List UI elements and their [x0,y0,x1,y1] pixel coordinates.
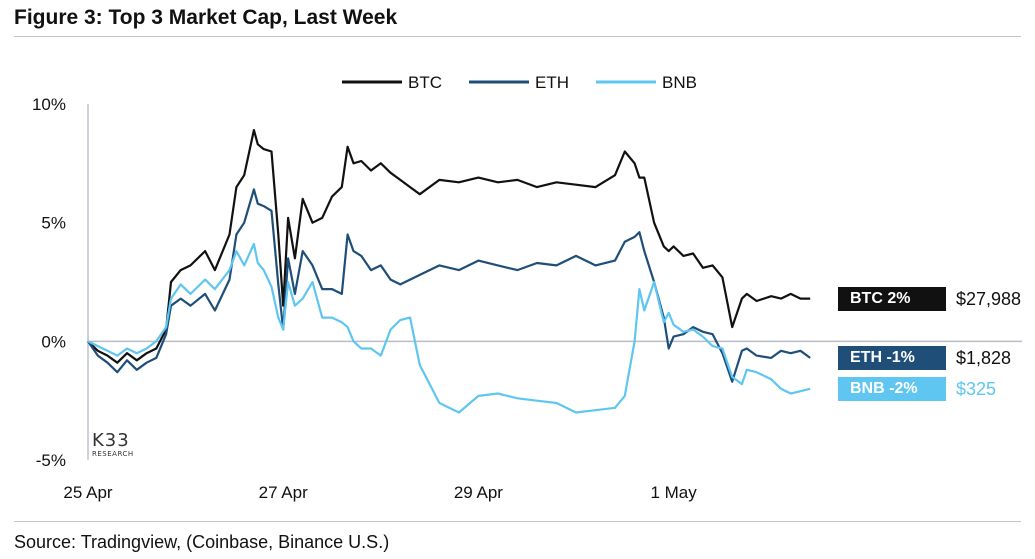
eth-change-badge: ETH -1% [838,346,946,370]
bnb-price-label: $325 [956,379,997,399]
logo-main-text: K33 [92,430,130,451]
series-line-bnb [87,242,811,414]
y-tick-label: -5% [36,451,66,470]
figure-title: Figure 3: Top 3 Market Cap, Last Week [14,6,398,29]
eth-price-label: $1,828 [956,348,1012,368]
btc-change-badge: BTC 2% [838,287,946,311]
btc-price-label: $27,988 [956,289,1022,309]
legend-label-eth: ETH [535,73,569,92]
series-line-btc [87,129,811,364]
logo-sub-text: RESEARCH [92,450,134,458]
chart-legend: BTC ETH BNB [342,73,697,92]
legend-label-bnb: BNB [662,73,697,92]
chart-axes: 10% 5% 0% -5% 25 Apr 27 Apr 29 Apr 1 May [32,95,1022,502]
x-tick-label: 25 Apr [63,483,112,502]
source-divider [14,521,1021,522]
x-tick-label: 29 Apr [454,483,503,502]
source-note: Source: Tradingview, (Coinbase, Binance … [14,532,390,552]
y-tick-label: 10% [32,95,66,114]
series-line-eth [87,188,811,383]
chart-series [87,129,811,414]
title-divider [14,36,1021,37]
k33-logo: K33 RESEARCH [92,430,134,459]
bnb-change-badge: BNB -2% [838,377,946,401]
legend-label-btc: BTC [408,73,442,92]
y-tick-label: 0% [41,332,66,351]
x-tick-label: 1 May [650,483,697,502]
x-tick-label: 27 Apr [259,483,308,502]
y-tick-label: 5% [41,214,66,233]
